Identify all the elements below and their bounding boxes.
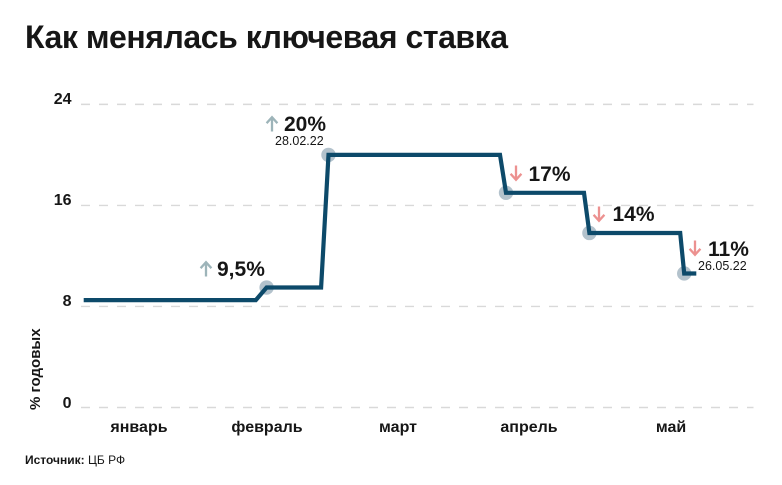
y-tick-0: 0 <box>62 394 72 412</box>
gridlines <box>81 103 754 409</box>
annotation-rate-17: 17% <box>528 162 571 186</box>
annotation-date-11: 26.05.22 <box>698 259 747 273</box>
x-tick-march: март <box>379 419 417 436</box>
source-line: Источник: ЦБ РФ <box>25 453 125 467</box>
chart-title: Как менялась ключевая ставка <box>25 18 508 55</box>
annotation-rate-14: 14% <box>612 203 655 226</box>
x-tick-april: апрель <box>500 419 558 436</box>
up-arrow-icon <box>265 114 279 132</box>
up-arrow-icon <box>199 260 213 277</box>
annotation-rate-20: 20% <box>284 112 327 136</box>
key-rate-step-line <box>83 152 697 303</box>
down-arrow-icon <box>688 240 702 257</box>
down-arrow-icon <box>509 165 523 182</box>
x-tick-february: февраль <box>231 419 303 436</box>
y-tick-16: 16 <box>53 192 72 210</box>
annotation-date-20: 28.02.22 <box>275 133 324 148</box>
x-tick-january: январь <box>110 419 168 436</box>
x-tick-may: май <box>655 419 687 436</box>
y-tick-24: 24 <box>53 91 72 109</box>
y-axis-title: % годовых <box>27 328 44 410</box>
source-label: Источник: <box>25 452 85 467</box>
y-tick-8: 8 <box>62 293 72 311</box>
down-arrow-icon <box>592 206 606 223</box>
annotation-rate-9-5: 9,5% <box>217 257 265 281</box>
annotation-rate-11: 11% <box>708 238 749 261</box>
source-value: ЦБ РФ <box>88 452 126 467</box>
